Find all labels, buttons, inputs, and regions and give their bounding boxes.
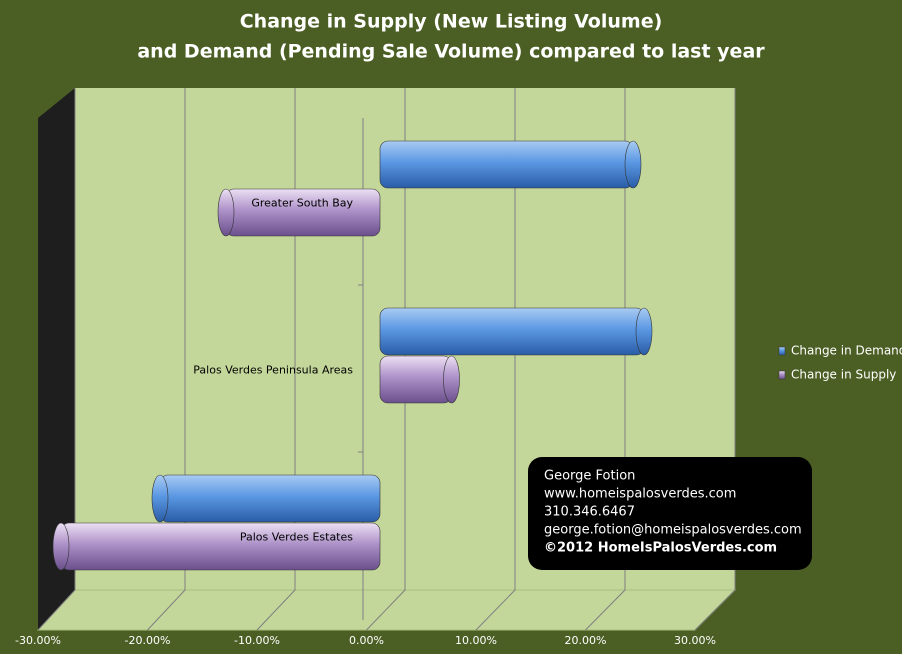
x-tick-label: -20.00% xyxy=(125,634,171,647)
bar xyxy=(379,140,634,189)
legend-swatch xyxy=(778,346,786,356)
chart-title: Change in Supply (New Listing Volume) xyxy=(240,11,663,33)
x-tick-label: 20.00% xyxy=(565,634,607,647)
grid-line xyxy=(694,88,736,631)
side-wall xyxy=(38,88,75,630)
bar xyxy=(159,474,381,523)
legend-swatch xyxy=(778,370,786,380)
annotation-line: 310.346.6467 xyxy=(544,505,635,520)
x-tick-label: -30.00% xyxy=(15,634,61,647)
bar-cap xyxy=(151,474,169,523)
note-box xyxy=(528,457,812,570)
grid-line xyxy=(366,88,406,631)
x-tick-label: 10.00% xyxy=(455,634,497,647)
floor xyxy=(36,589,737,631)
x-tick-label: 30.00% xyxy=(674,634,716,647)
grid-line xyxy=(256,88,296,631)
category-label: Palos Verdes Peninsula Areas xyxy=(193,364,353,377)
category-label: Greater South Bay xyxy=(251,197,353,210)
annotation-line: George Fotion xyxy=(544,469,635,484)
grid-line xyxy=(147,88,186,631)
category-label: Palos Verdes Estates xyxy=(240,531,353,544)
bar xyxy=(379,355,452,404)
legend-label: Change in Supply xyxy=(791,368,896,382)
chart-subtitle: and Demand (Pending Sale Volume) compare… xyxy=(137,41,765,63)
bar-cap xyxy=(635,307,653,356)
bar-cap xyxy=(52,522,70,571)
legend-label: Change in Demand xyxy=(791,344,902,358)
x-tick-label: -10.00% xyxy=(234,634,280,647)
bar-cap xyxy=(624,140,642,189)
bar xyxy=(379,307,645,356)
x-tick-label: 0.00% xyxy=(349,634,384,647)
annotation-line: www.homeispalosverdes.com xyxy=(544,487,736,502)
bar-cap xyxy=(217,188,235,237)
annotation-line: george.fotion@homeispalosverdes.com xyxy=(544,523,802,538)
grid-line xyxy=(475,88,516,631)
grid-line xyxy=(585,88,626,631)
grid-line xyxy=(37,88,76,631)
annotation-line: ©2012 HomeIsPalosVerdes.com xyxy=(544,541,777,556)
bar-cap xyxy=(443,355,460,404)
